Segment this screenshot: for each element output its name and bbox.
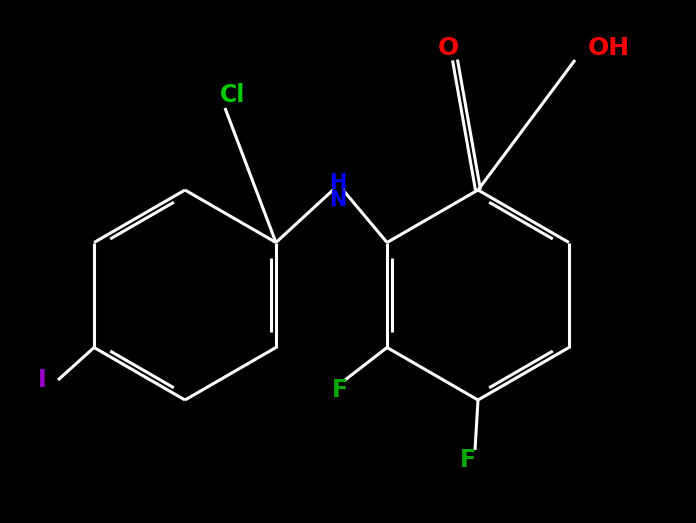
Text: F: F xyxy=(332,378,348,402)
Text: H: H xyxy=(329,173,347,193)
Text: N: N xyxy=(329,190,347,210)
Text: Cl: Cl xyxy=(220,83,246,107)
Text: OH: OH xyxy=(588,36,630,60)
Text: O: O xyxy=(437,36,459,60)
Text: I: I xyxy=(38,368,47,392)
Text: F: F xyxy=(460,448,476,472)
